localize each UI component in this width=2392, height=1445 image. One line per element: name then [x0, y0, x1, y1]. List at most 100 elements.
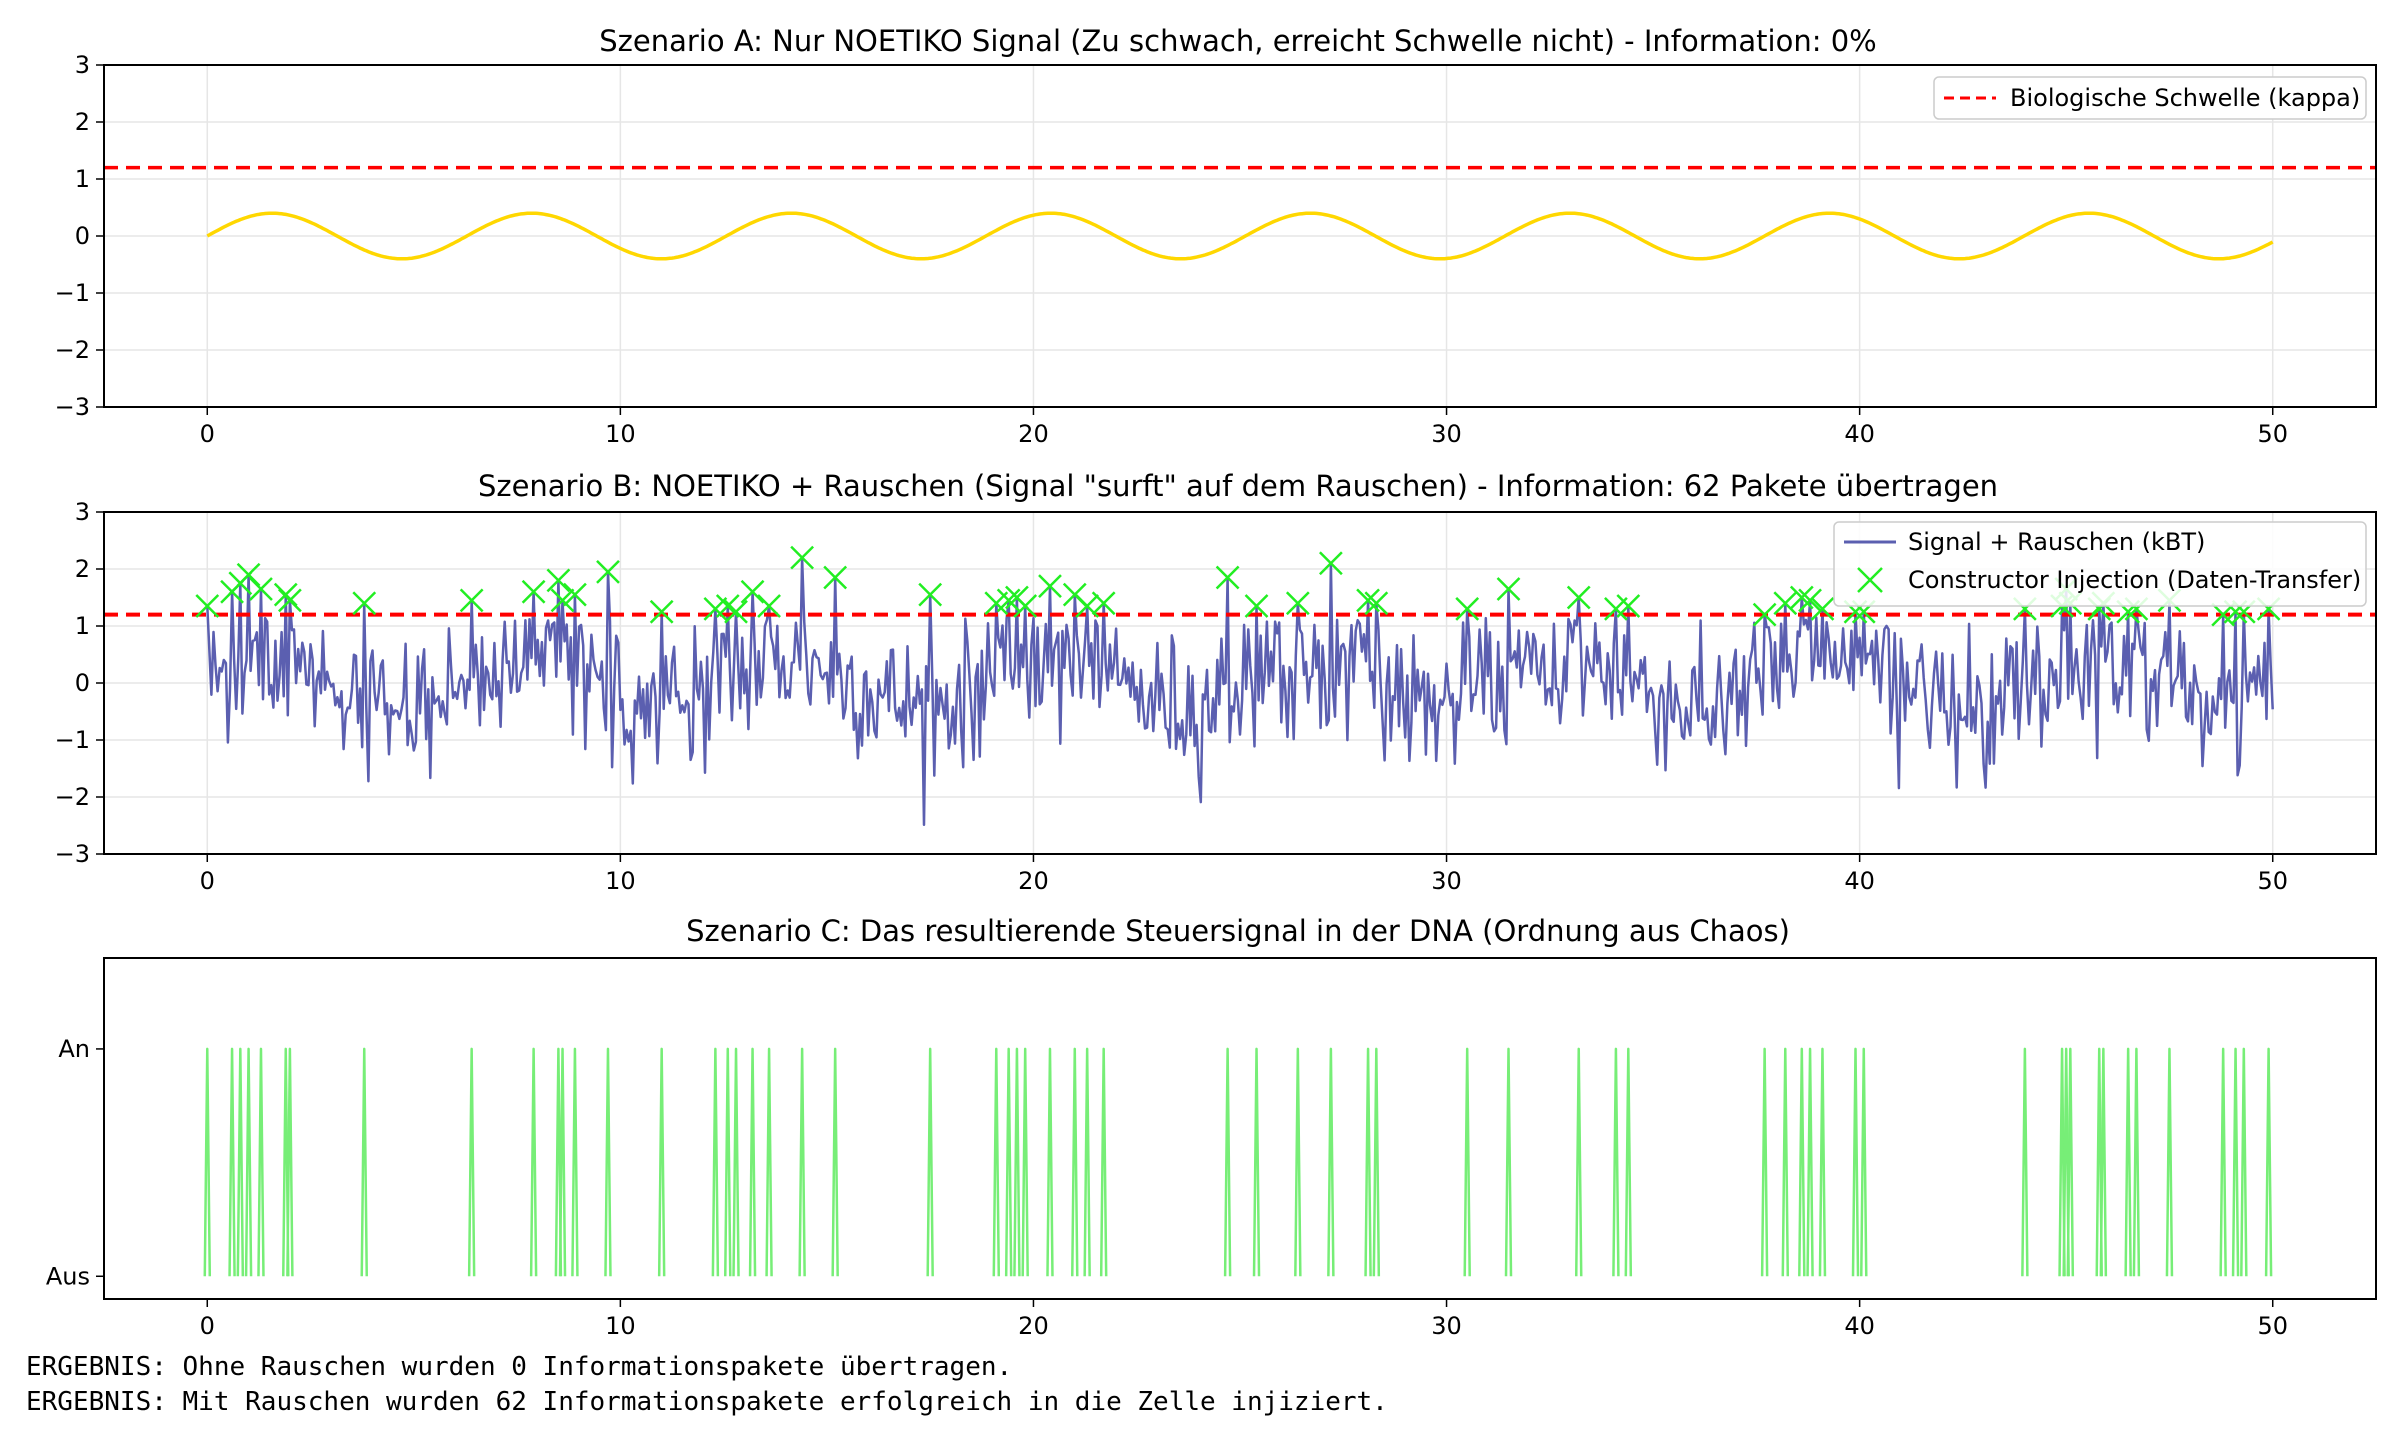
marker-stroke: [740, 579, 765, 604]
injection-marker: [1285, 591, 1310, 616]
panel-b-plot: [104, 545, 2376, 827]
x-tick-label: 0: [200, 1312, 215, 1340]
y-tick-label: 0: [75, 669, 90, 697]
marker-stroke: [1062, 582, 1087, 607]
y-tick-label: −1: [55, 726, 90, 754]
control-spike: [2099, 1047, 2108, 1277]
marker-stroke: [1616, 594, 1641, 618]
injection-marker: [1496, 577, 1521, 601]
control-spike: [831, 1047, 839, 1277]
injection-marker: [1455, 597, 1480, 621]
y-tick-label: 0: [75, 222, 90, 250]
control-spike: [257, 1047, 265, 1277]
panel-c-frame: [103, 957, 2377, 1300]
control-spike: [1327, 1047, 1335, 1277]
y-tick-label: 1: [75, 165, 90, 193]
x-tick-label: 40: [1844, 1312, 1875, 1340]
result-line-2: ERGEBNIS: Mit Rauschen wurden 62 Informa…: [26, 1387, 1388, 1417]
x-tick-label: 40: [1844, 867, 1875, 895]
x-tick-label: 10: [605, 420, 636, 448]
injection-marker: [195, 594, 220, 618]
x-tick-label: 50: [2257, 420, 2288, 448]
legend-threshold-label: Biologische Schwelle (kappa): [2010, 84, 2360, 112]
marker-stroke: [1285, 591, 1310, 616]
panel-a-plot: [104, 165, 2376, 261]
control-spike: [2240, 1047, 2248, 1277]
control-spike: [529, 1047, 538, 1277]
y-tick-label: −1: [55, 279, 90, 307]
marker-stroke: [1810, 597, 1835, 621]
control-spike: [1099, 1047, 1108, 1277]
control-spike: [1294, 1047, 1302, 1277]
control-spike: [1574, 1047, 1583, 1277]
marker-stroke: [1075, 594, 1100, 618]
injection-marker: [740, 579, 765, 604]
injection-marker: [521, 579, 546, 604]
x-tick-label: 50: [2257, 1312, 2288, 1340]
control-spike: [724, 1047, 732, 1277]
panel-a: Szenario A: Nur NOETIKO Signal (Zu schwa…: [55, 24, 2377, 448]
marker-stroke: [790, 545, 815, 570]
marker-stroke: [1038, 574, 1062, 598]
control-spike: [1046, 1047, 1054, 1277]
marker-stroke: [918, 582, 943, 607]
control-spike: [1004, 1047, 1013, 1277]
control-spike: [1021, 1047, 1029, 1277]
injection-marker: [1773, 591, 1798, 616]
y-tick-label: −3: [55, 393, 90, 421]
x-tick-label: 10: [605, 1312, 636, 1340]
marker-stroke: [1773, 591, 1798, 616]
marker-stroke: [1244, 594, 1269, 618]
injection-marker: [918, 582, 943, 607]
marker-stroke: [546, 568, 571, 593]
marker-stroke: [1215, 565, 1240, 590]
legend-injection-marker: [1857, 567, 1883, 593]
marker-stroke: [724, 599, 748, 624]
injection-marker: [1356, 588, 1380, 613]
x-tick-label: 20: [1018, 420, 1049, 448]
marker-stroke: [1566, 585, 1591, 610]
y-tick-label: −3: [55, 840, 90, 868]
injection-marker: [459, 588, 484, 613]
panel-b-title: Szenario B: NOETIKO + Rauschen (Signal "…: [478, 469, 1998, 503]
marker-stroke: [352, 591, 377, 616]
injection-marker: [1013, 594, 1038, 618]
x-tick-label: 10: [605, 867, 636, 895]
result-line-1: ERGEBNIS: Ohne Rauschen wurden 0 Informa…: [26, 1352, 1013, 1382]
control-spike: [2165, 1047, 2174, 1277]
injection-marker: [1566, 585, 1591, 610]
marker-stroke: [1789, 585, 1814, 610]
injection-marker: [1244, 594, 1269, 618]
control-spike: [1013, 1047, 1021, 1277]
panel-c-title: Szenario C: Das resultierende Steuersign…: [686, 914, 1790, 948]
control-spike: [1223, 1047, 1232, 1277]
x-tick-label: 40: [1844, 420, 1875, 448]
control-spike: [1781, 1047, 1790, 1277]
injection-marker: [278, 588, 302, 613]
y-tick-label: 2: [75, 108, 90, 136]
y-tick-label: 1: [75, 612, 90, 640]
y-tick-label: 3: [75, 51, 90, 79]
control-spike: [1364, 1047, 1372, 1277]
injection-marker: [352, 591, 377, 616]
marker-stroke: [278, 588, 302, 613]
panel-a-title: Szenario A: Nur NOETIKO Signal (Zu schwa…: [599, 24, 1876, 58]
injection-marker: [649, 599, 674, 624]
marker-stroke: [1496, 577, 1521, 601]
control-spike: [236, 1047, 245, 1277]
marker-stroke: [596, 559, 620, 584]
injection-marker: [1091, 591, 1116, 616]
marker-stroke: [1752, 602, 1777, 627]
y-tick-label: An: [58, 1035, 90, 1063]
signal-line: [206, 211, 2274, 261]
x-tick-label: 30: [1431, 420, 1462, 448]
marker-stroke: [1798, 588, 1822, 613]
control-spike: [2132, 1047, 2141, 1277]
marker-stroke: [1364, 591, 1389, 616]
control-spike: [467, 1047, 476, 1277]
marker-stroke: [249, 577, 273, 601]
control-spike: [2231, 1047, 2240, 1277]
injection-marker: [1810, 597, 1835, 621]
y-tick-label: 3: [75, 498, 90, 526]
